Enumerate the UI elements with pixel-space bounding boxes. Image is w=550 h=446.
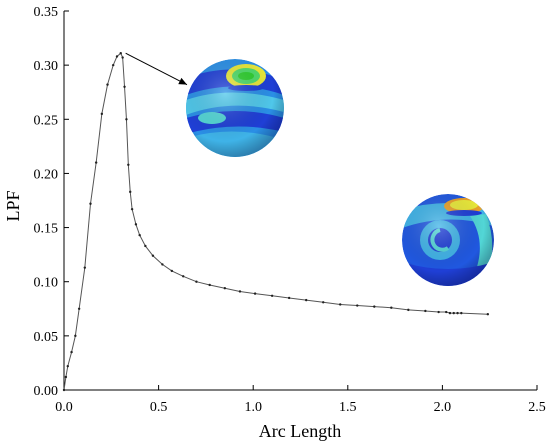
y-tick-label: 0.20 <box>34 167 59 182</box>
data-point <box>64 375 68 379</box>
annotation-arrow <box>125 52 188 86</box>
data-point <box>253 292 257 295</box>
data-point <box>339 303 342 306</box>
y-axis-ticks: 0.00 0.05 0.10 0.15 0.20 0.25 0.30 0.35 <box>34 5 69 399</box>
y-tick-label: 0.10 <box>34 276 59 291</box>
x-axis-title: Arc Length <box>259 421 341 441</box>
data-point <box>106 83 109 86</box>
data-point <box>83 266 87 269</box>
data-point <box>111 63 115 67</box>
data-point <box>444 310 448 314</box>
axes <box>63 11 537 391</box>
data-point <box>62 388 66 392</box>
y-tick-label: 0.30 <box>34 59 59 74</box>
data-point <box>287 296 291 300</box>
arrow-head <box>178 77 187 85</box>
y-axis-title: LPF <box>3 190 23 221</box>
data-point <box>270 294 274 297</box>
data-point <box>486 313 490 316</box>
data-point <box>89 202 92 205</box>
data-point <box>437 310 440 314</box>
data-point <box>125 118 128 121</box>
data-point <box>151 254 155 257</box>
y-tick-label: 0.05 <box>34 330 59 345</box>
x-tick-label: 0.0 <box>55 400 73 415</box>
data-point <box>238 290 242 293</box>
data-point <box>123 85 126 89</box>
arrow-shaft <box>125 52 188 86</box>
data-point <box>144 244 147 248</box>
x-axis-ticks: 0.0 0.5 1.0 1.5 2.0 2.5 <box>55 385 546 415</box>
data-point <box>74 334 77 338</box>
x-tick-label: 1.5 <box>339 400 357 415</box>
data-point <box>407 308 410 312</box>
y-tick-label: 0.25 <box>34 113 59 128</box>
data-point <box>66 364 69 368</box>
y-tick-label: 0.00 <box>34 384 59 399</box>
data-point <box>138 233 141 237</box>
x-tick-label: 1.0 <box>244 400 262 415</box>
data-point <box>208 283 211 287</box>
data-point <box>448 311 452 315</box>
data-point <box>127 163 130 166</box>
data-point <box>77 307 81 310</box>
data-point <box>322 301 325 304</box>
data-point <box>170 269 174 273</box>
data-point <box>304 298 308 302</box>
data-point <box>390 306 393 309</box>
data-point <box>456 311 459 315</box>
data-point <box>134 223 138 226</box>
x-tick-label: 2.5 <box>528 400 546 415</box>
data-point <box>452 311 455 315</box>
data-point <box>223 287 227 290</box>
y-tick-label: 0.35 <box>34 5 59 20</box>
data-point <box>356 304 359 307</box>
data-point <box>182 275 185 278</box>
data-point <box>100 112 104 116</box>
data-point <box>373 305 376 308</box>
y-tick-label: 0.15 <box>34 222 59 237</box>
data-point <box>460 311 463 315</box>
data-point <box>161 263 164 266</box>
data-point <box>195 280 198 283</box>
data-point <box>130 207 134 211</box>
data-point <box>129 190 132 194</box>
series-lpf <box>62 52 490 392</box>
data-point <box>94 161 98 164</box>
data-point <box>115 55 119 58</box>
data-point <box>70 350 73 354</box>
x-tick-label: 2.0 <box>434 400 452 415</box>
data-point <box>424 309 427 313</box>
data-point <box>121 56 124 59</box>
x-tick-label: 0.5 <box>150 400 168 415</box>
deformed-sphere-postbuckling-image <box>402 194 494 286</box>
deformed-sphere-peak-image <box>186 59 284 157</box>
data-point <box>119 52 122 55</box>
